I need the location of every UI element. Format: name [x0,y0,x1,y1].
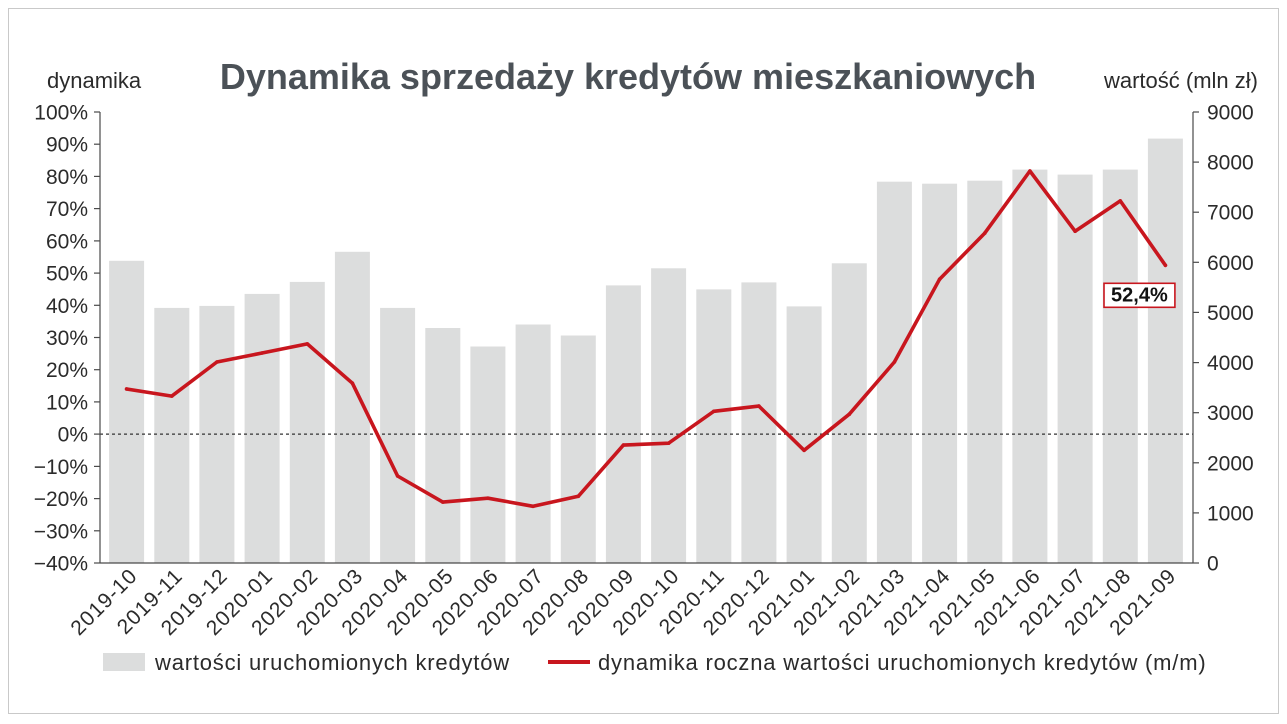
right-axis-tick-label: 5000 [1207,302,1254,325]
dynamics-point-2021-05 [983,231,987,235]
value-bar-2020-01 [244,293,280,563]
dynamics-point-2020-02 [305,342,310,346]
left-axis-tick-label: 0% [58,424,88,447]
right-axis-tick-label: 8000 [1207,152,1254,175]
dynamics-point-2021-08 [1118,199,1123,203]
right-axis-tick-label: 2000 [1207,452,1254,475]
legend: wartości uruchomionych kredytów dynamika… [103,650,1206,675]
dynamics-point-2021-02 [847,412,852,417]
value-bar-2021-04 [922,183,958,563]
right-axis-tick-label: 0 [1207,553,1219,576]
dynamics-point-2020-10 [666,441,671,446]
data-label-box [1103,282,1176,309]
value-bar-2020-05 [425,328,461,563]
line-series-group [124,169,1168,509]
dynamics-point-2019-11 [170,394,174,398]
value-bar-2021-05 [967,180,1003,563]
dynamics-point-2021-06 [1028,169,1032,173]
value-bar-2020-12 [741,282,777,563]
left-axis-tick-label: −10% [34,456,88,479]
chart-frame [8,8,1279,714]
right-axis-tick-label: 9000 [1207,102,1254,125]
value-bar-2021-08 [1102,169,1138,563]
dynamics-point-2020-09 [621,443,626,447]
dynamics-point-2021-03 [892,360,897,364]
dynamics-point-2019-12 [215,360,219,364]
dynamics-point-2021-01 [802,448,806,453]
left-axis-tick-label: 20% [46,359,88,382]
value-bar-2019-11 [154,307,190,563]
left-axis-tick-label: 90% [46,134,88,157]
left-axis-title: dynamika [47,68,142,93]
chart-title: Dynamika sprzedaży kredytów mieszkaniowy… [220,56,1036,97]
dynamics-point-2020-03 [350,381,355,386]
left-axis-tick-label: 10% [46,391,88,414]
value-bar-2020-11 [696,289,732,563]
dynamics-point-2021-07 [1073,229,1077,233]
right-axis-tick-label: 3000 [1207,402,1254,425]
right-axis-tick-label: 6000 [1207,252,1254,275]
left-axis-tick-label: 70% [46,198,88,221]
data-label-value: 52,4% [1111,284,1168,306]
dynamics-point-2020-06 [486,496,490,501]
dynamics-point-2021-04 [937,277,942,282]
dynamics-point-2020-07 [531,504,535,509]
annotation-group: 52,4% [1103,282,1176,309]
left-axis-tick-label: −20% [34,488,88,511]
left-axis-tick-label: 40% [46,295,88,318]
dynamics-line [124,169,1168,509]
value-bar-2020-02 [289,281,325,563]
value-bar-2020-09 [605,285,641,563]
right-axis-tick-label: 4000 [1207,352,1254,375]
dynamics-point-2021-09 [1163,263,1168,268]
dynamics-point-2020-08 [576,494,581,499]
left-axis-tick-label: 50% [46,263,88,286]
value-bar-2021-07 [1057,174,1093,563]
left-axis-tick-label: 60% [46,230,88,253]
dynamics-point-2020-04 [395,474,400,478]
legend-label-bars: wartości uruchomionych kredytów [154,650,510,675]
right-axis-tick-label: 1000 [1207,502,1254,525]
legend-swatch-bars [103,653,145,671]
value-bar-2021-06 [1012,169,1048,563]
legend-label-line: dynamika roczna wartości uruchomionych k… [598,650,1206,675]
dynamics-point-2020-12 [757,404,761,408]
right-axis-tick-label: 7000 [1207,202,1254,225]
dynamics-point-2019-10 [124,387,129,391]
left-axis-tick-label: 30% [46,327,88,350]
value-bar-2019-10 [109,260,145,563]
left-axis-tick-label: 80% [46,166,88,189]
bars-group [109,138,1183,564]
value-bar-2020-06 [470,346,506,563]
dynamics-point-2020-05 [441,500,445,504]
dynamics-point-2020-11 [712,409,716,414]
value-bar-2021-09 [1147,138,1183,563]
value-bar-2020-10 [651,268,687,563]
right-axis-title: wartość (mln zł) [1103,68,1258,93]
left-axis-tick-label: −40% [34,553,88,576]
value-bar-2020-04 [380,307,416,563]
value-bar-2020-07 [515,324,551,563]
dynamics-point-2020-01 [260,351,264,355]
value-bar-2021-03 [876,181,912,563]
value-bar-2020-08 [560,335,596,563]
left-axis-tick-label: −30% [34,520,88,543]
left-axis-tick-label: 100% [34,102,88,125]
